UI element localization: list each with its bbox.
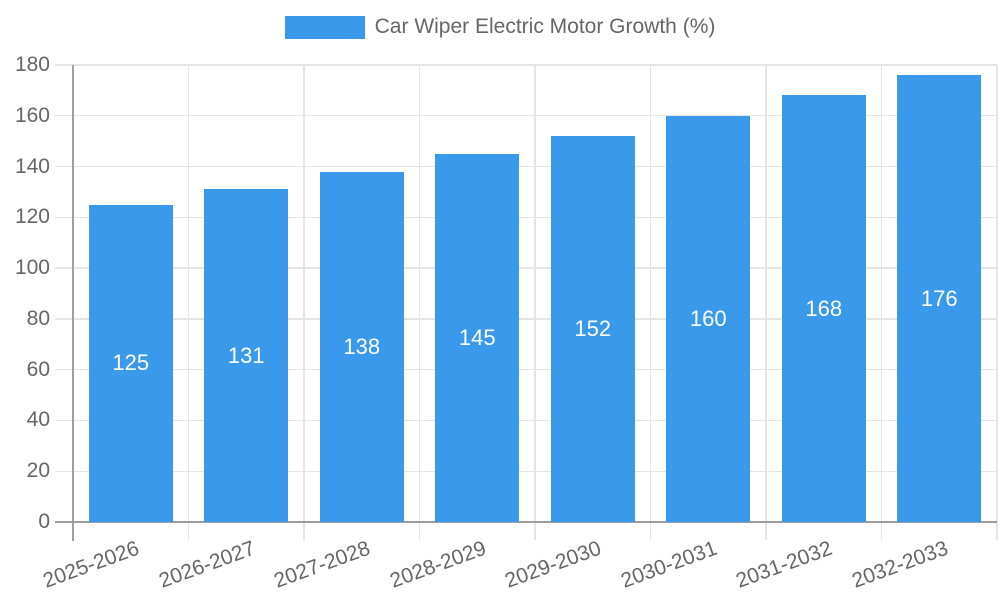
bar-value-label: 131 bbox=[227, 342, 265, 368]
y-tick-label: 120 bbox=[14, 205, 50, 229]
y-tick-label: 160 bbox=[14, 103, 50, 127]
bar-value-label: 145 bbox=[458, 324, 496, 350]
y-tick-label: 0 bbox=[38, 510, 50, 533]
y-gridline bbox=[55, 470, 997, 472]
y-gridline bbox=[55, 64, 997, 66]
x-tick-label: 2030-2031 bbox=[617, 536, 721, 593]
legend-swatch bbox=[284, 15, 365, 39]
x-tick-label: 2032-2033 bbox=[848, 536, 952, 593]
x-axis-line bbox=[55, 521, 997, 523]
y-gridline bbox=[55, 216, 997, 219]
bar bbox=[435, 153, 520, 522]
bar bbox=[204, 189, 289, 522]
chart-title: Car Wiper Electric Motor Growth (%) bbox=[374, 15, 716, 38]
x-gridline bbox=[534, 65, 536, 540]
y-gridline bbox=[55, 165, 997, 168]
bar bbox=[88, 204, 173, 522]
y-tick-label: 40 bbox=[26, 408, 50, 432]
bar-value-label: 125 bbox=[112, 350, 150, 376]
x-tick-label: 2025-2026 bbox=[40, 536, 143, 593]
bar-value-label: 168 bbox=[805, 295, 843, 321]
y-gridline bbox=[55, 318, 997, 320]
bar bbox=[550, 136, 635, 522]
x-gridline bbox=[418, 65, 421, 540]
x-gridline bbox=[649, 65, 652, 540]
y-gridline bbox=[55, 267, 997, 269]
y-tick-label: 140 bbox=[14, 154, 50, 178]
x-tick-label: 2026-2027 bbox=[155, 536, 259, 593]
y-axis-line bbox=[72, 65, 74, 541]
bar bbox=[897, 75, 982, 522]
y-gridline bbox=[55, 115, 997, 117]
x-gridline bbox=[187, 65, 190, 540]
y-gridline bbox=[55, 368, 997, 371]
bar-value-label: 138 bbox=[343, 333, 381, 359]
chart-legend: Car Wiper Electric Motor Growth (%) bbox=[0, 12, 1000, 42]
x-tick-label: 2027-2028 bbox=[271, 536, 374, 593]
x-tick-label: 2031-2032 bbox=[733, 536, 836, 593]
bar-value-label: 160 bbox=[689, 305, 727, 331]
y-tick-label: 20 bbox=[26, 459, 50, 483]
y-tick-label: 180 bbox=[14, 53, 50, 76]
y-tick-label: 100 bbox=[14, 256, 50, 280]
x-gridline bbox=[765, 65, 767, 540]
x-tick-label: 2029-2030 bbox=[502, 536, 605, 593]
legend-item[interactable]: Car Wiper Electric Motor Growth (%) bbox=[284, 12, 716, 42]
y-tick-label: 60 bbox=[26, 357, 50, 381]
y-tick-label: 80 bbox=[26, 306, 50, 330]
bar bbox=[781, 95, 866, 522]
x-gridline bbox=[996, 65, 998, 540]
x-gridline bbox=[303, 65, 305, 540]
bar bbox=[666, 115, 751, 522]
y-gridline bbox=[55, 419, 997, 422]
bar-value-label: 176 bbox=[920, 285, 958, 311]
bar bbox=[319, 171, 404, 522]
x-tick-label: 2028-2029 bbox=[386, 536, 490, 593]
x-gridline bbox=[880, 65, 883, 540]
bar-value-label: 152 bbox=[574, 316, 612, 342]
